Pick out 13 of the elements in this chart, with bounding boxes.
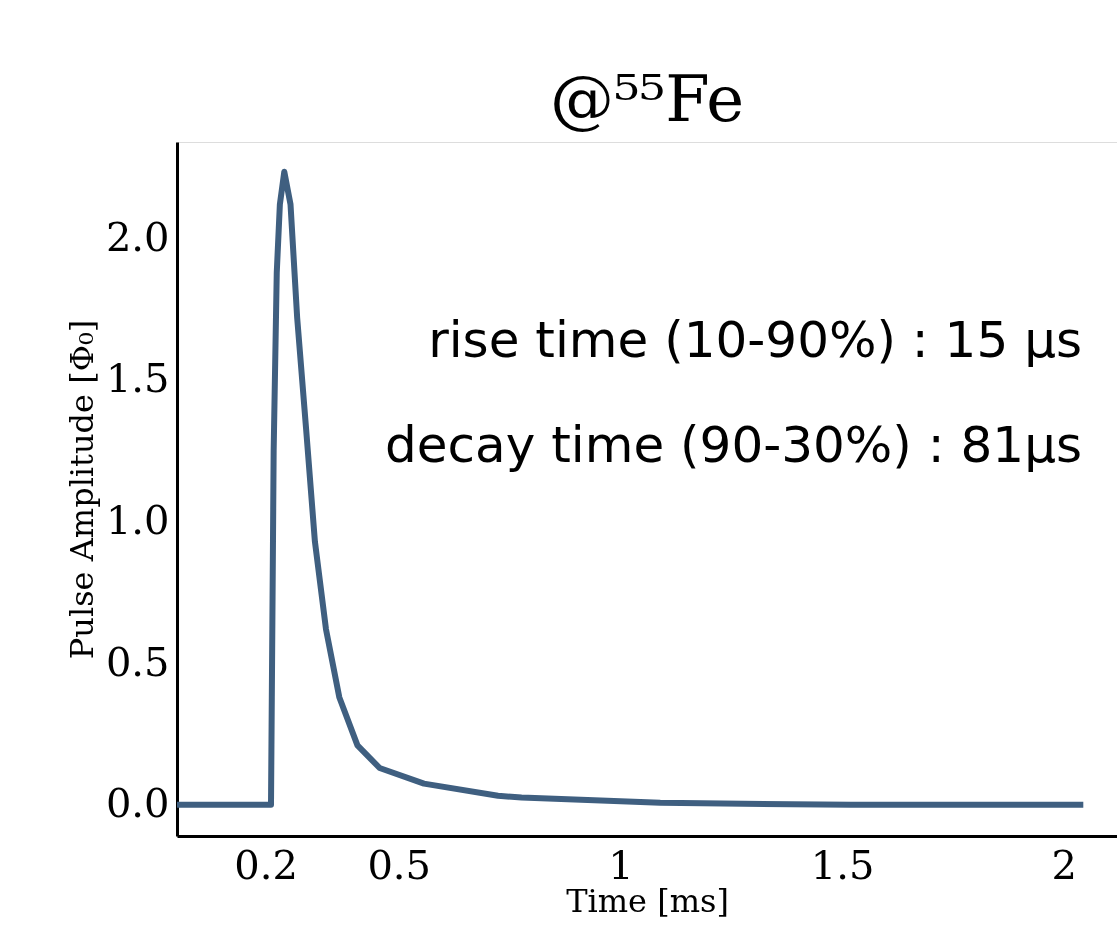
x-tick-label: 1.5 [810, 841, 875, 888]
y-tick-label: 2.0 [105, 213, 170, 260]
y-tick-label: 1.5 [105, 355, 170, 402]
x-tick-label: 0.2 [234, 841, 298, 888]
y-tick-label: 0.5 [105, 638, 170, 685]
chart-title: @⁵⁵Fe [549, 62, 745, 136]
y-tick-label: 1.0 [105, 497, 170, 544]
annotation: decay time (90-30%) : 81μs [385, 416, 1082, 474]
y-tick-label: 0.0 [105, 780, 170, 827]
y-axis-title: Pulse Amplitude [Φ₀] [62, 319, 101, 660]
x-tick-label: 2 [1051, 841, 1078, 888]
x-tick-label: 0.5 [367, 841, 432, 888]
annotation: rise time (10-90%) : 15 μs [428, 311, 1082, 369]
